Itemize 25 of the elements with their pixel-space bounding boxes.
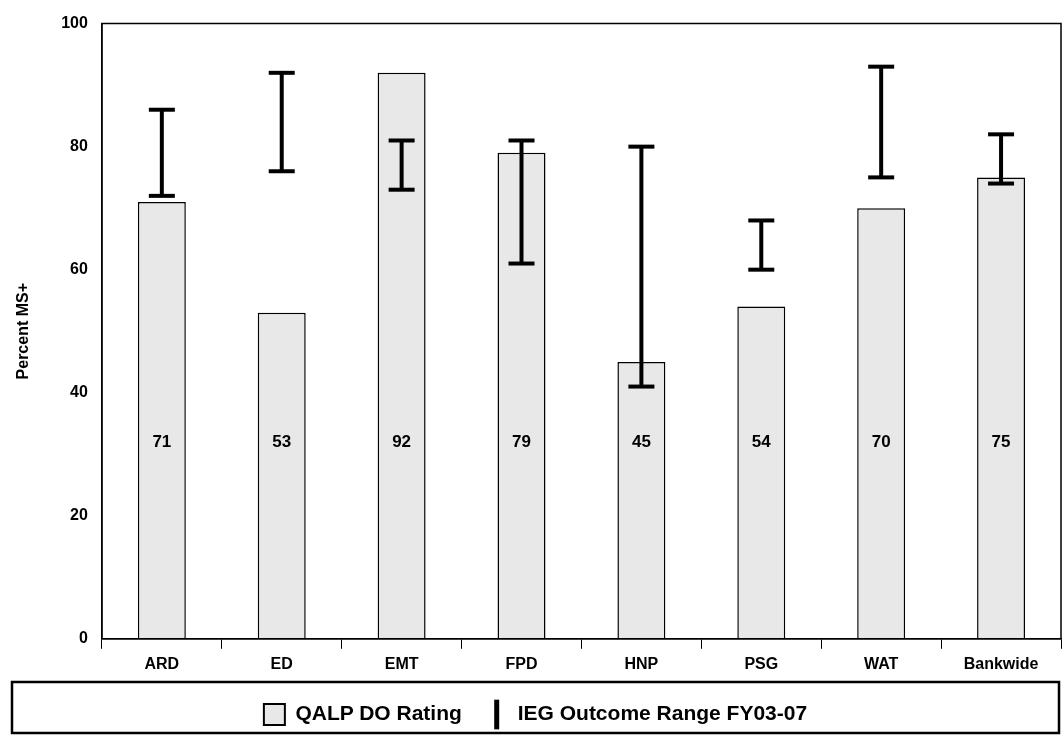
y-tick-label: 20 bbox=[70, 506, 88, 524]
data-label: 54 bbox=[751, 431, 772, 451]
x-tick-label: PSG bbox=[744, 654, 779, 672]
data-label: 92 bbox=[392, 431, 412, 451]
data-label: 71 bbox=[152, 431, 172, 451]
x-tick-label: ED bbox=[270, 654, 293, 672]
x-tick-label: Bankwide bbox=[963, 654, 1039, 672]
y-axis-title: Percent MS+ bbox=[14, 282, 32, 380]
x-tick-label: EMT bbox=[384, 654, 419, 672]
data-label: 45 bbox=[631, 431, 651, 451]
x-tick-label: FPD bbox=[505, 654, 538, 672]
legend-label: IEG Outcome Range FY03-07 bbox=[517, 701, 808, 725]
x-tick-label: HNP bbox=[624, 654, 659, 672]
y-tick-label: 0 bbox=[78, 629, 88, 647]
legend-label: QALP DO Rating bbox=[295, 701, 462, 725]
y-tick-label: 80 bbox=[70, 137, 88, 155]
data-label: 79 bbox=[512, 431, 531, 451]
data-label: 75 bbox=[991, 431, 1011, 451]
y-tick-label: 100 bbox=[61, 14, 88, 32]
data-label: 70 bbox=[871, 431, 891, 451]
x-tick-label: WAT bbox=[863, 654, 899, 672]
y-tick-label: 60 bbox=[70, 260, 88, 278]
data-label: 53 bbox=[272, 431, 292, 451]
x-tick-label: ARD bbox=[144, 654, 180, 672]
y-tick-label: 40 bbox=[70, 383, 88, 401]
